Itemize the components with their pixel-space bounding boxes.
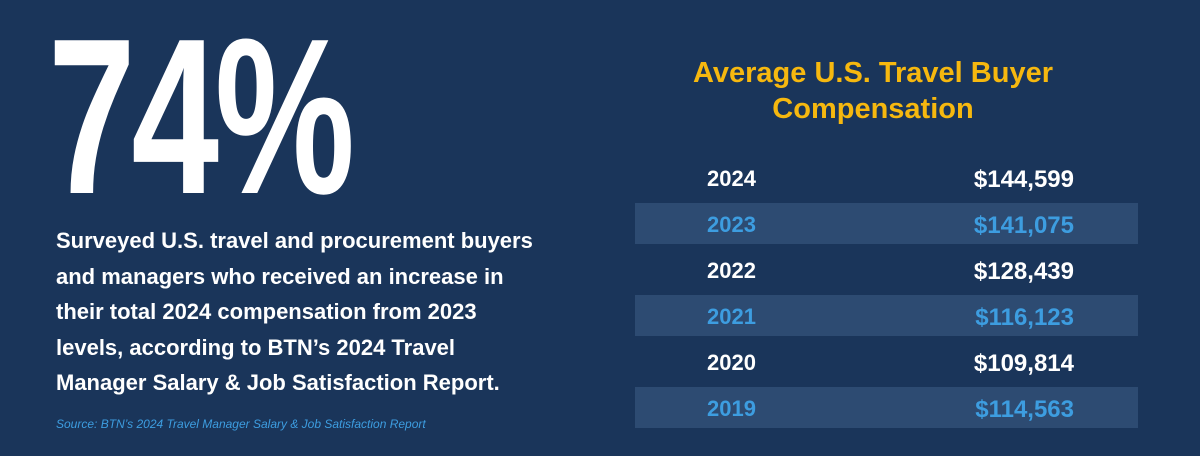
description-line: and managers who received an increase in — [56, 263, 504, 289]
table-row: 2024 $144,599 — [635, 157, 1138, 198]
value-cell: $116,123 — [975, 304, 1074, 331]
table-row: 2021 $116,123 — [635, 295, 1138, 336]
value-cell: $128,439 — [973, 258, 1074, 285]
table-title: Average U.S. Travel Buyer — [693, 57, 1053, 89]
table-row: 2023 $141,075 — [635, 203, 1138, 244]
year-cell: 2019 — [707, 396, 756, 421]
year-cell: 2023 — [707, 212, 756, 237]
year-cell: 2021 — [707, 304, 756, 329]
description-line: Manager Salary & Job Satisfaction Report… — [56, 370, 500, 395]
description-line: Surveyed U.S. travel and procurement buy… — [56, 228, 533, 253]
value-cell: $114,563 — [975, 396, 1074, 423]
description-line: their total 2024 compensation from 2023 — [56, 299, 477, 324]
table-row: 2020 $109,814 — [635, 341, 1138, 382]
value-cell: $144,599 — [973, 166, 1074, 193]
value-cell: $141,075 — [973, 212, 1074, 239]
value-cell: $109,814 — [973, 350, 1074, 377]
year-cell: 2022 — [707, 258, 756, 283]
table-title: Compensation — [772, 93, 974, 125]
year-cell: 2020 — [707, 350, 756, 375]
source-note: Source: BTN’s 2024 Travel Manager Salary… — [56, 417, 426, 431]
description-line: levels, according to BTN’s 2024 Travel — [56, 334, 456, 360]
table-row: 2019 $114,563 — [635, 387, 1138, 428]
year-cell: 2024 — [707, 166, 756, 191]
table-row: 2022 $128,439 — [635, 249, 1138, 290]
headline-figure: 74% — [48, 0, 355, 241]
